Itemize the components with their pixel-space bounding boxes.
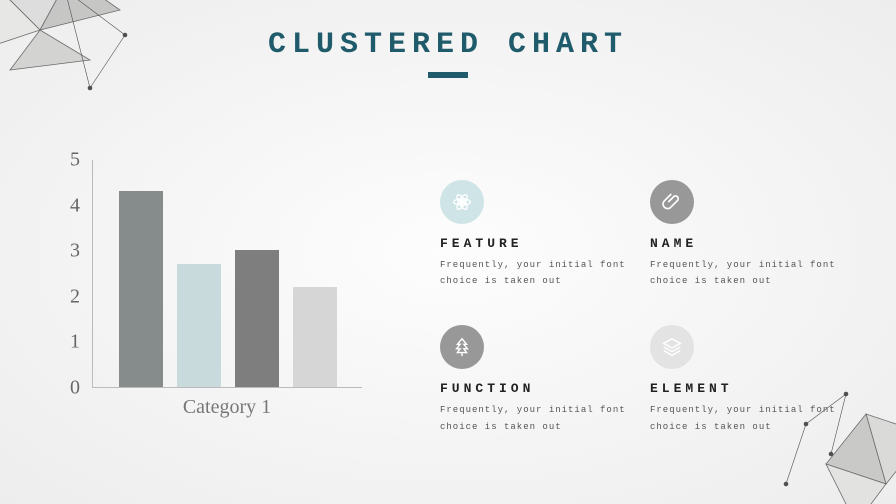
info-desc: Frequently, your initial font choice is … [650, 257, 840, 289]
bar [293, 287, 337, 387]
bar [177, 264, 221, 387]
info-desc: Frequently, your initial font choice is … [650, 402, 840, 434]
y-tick: 3 [50, 240, 80, 263]
info-desc: Frequently, your initial font choice is … [440, 257, 630, 289]
info-grid: FEATURE Frequently, your initial font cho… [440, 180, 840, 435]
chart-plot [92, 160, 362, 388]
bar [235, 250, 279, 387]
y-tick: 5 [50, 149, 80, 172]
layers-icon [650, 325, 694, 369]
page-title: CLUSTERED CHART [0, 28, 896, 62]
info-title: ELEMENT [650, 381, 840, 396]
header: CLUSTERED CHART [0, 28, 896, 78]
clustered-bar-chart: 012345 Category 1 [50, 160, 380, 428]
y-tick: 2 [50, 285, 80, 308]
info-item: FEATURE Frequently, your initial font cho… [440, 180, 630, 289]
info-desc: Frequently, your initial font choice is … [440, 402, 630, 434]
atom-icon [440, 180, 484, 224]
info-title: FUNCTION [440, 381, 630, 396]
info-title: NAME [650, 236, 840, 251]
y-tick: 1 [50, 331, 80, 354]
info-item: NAME Frequently, your initial font choice… [650, 180, 840, 289]
info-item: ELEMENT Frequently, your initial font cho… [650, 325, 840, 434]
chart-x-label: Category 1 [92, 396, 362, 419]
tree-icon [440, 325, 484, 369]
y-tick: 4 [50, 194, 80, 217]
clip-icon [650, 180, 694, 224]
info-title: FEATURE [440, 236, 630, 251]
bar [119, 191, 163, 387]
y-tick: 0 [50, 377, 80, 400]
chart-y-axis: 012345 [50, 160, 80, 388]
info-item: FUNCTION Frequently, your initial font ch… [440, 325, 630, 434]
title-underline [428, 72, 468, 78]
